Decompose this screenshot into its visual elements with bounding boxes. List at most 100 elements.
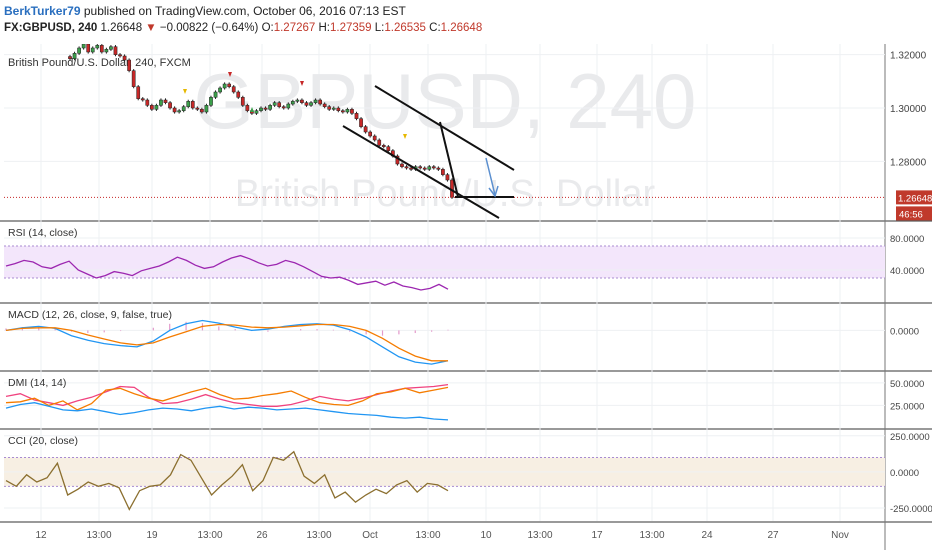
candle-body bbox=[168, 102, 172, 109]
candle-body bbox=[341, 110, 345, 113]
candle-body bbox=[313, 99, 318, 103]
low-label: L: bbox=[374, 22, 385, 34]
low-value: 1.26535 bbox=[384, 22, 426, 34]
y-tick-label: 50.0000 bbox=[890, 379, 924, 390]
candle-body bbox=[286, 103, 291, 109]
candle-body bbox=[377, 139, 382, 146]
x-tick-label: Nov bbox=[831, 530, 849, 541]
candle-body bbox=[231, 86, 236, 93]
series-line bbox=[5, 254, 449, 291]
candle-body bbox=[190, 101, 195, 109]
candle-body bbox=[345, 109, 350, 113]
candle-body bbox=[336, 107, 341, 111]
candle-body bbox=[318, 99, 322, 105]
open-value: 1.27267 bbox=[273, 22, 316, 34]
publish-line: BerkTurker79 published on TradingView.co… bbox=[4, 4, 406, 18]
chart-svg[interactable]: 12 13:00 19 13:00 26 13:00 Oct 13:00 10 13:00 17 13… bbox=[0, 42, 932, 550]
candle-body bbox=[322, 103, 327, 107]
candle-body bbox=[309, 102, 313, 106]
candle-body bbox=[95, 45, 100, 49]
x-tick-label: 13:00 bbox=[86, 530, 111, 541]
candle-body bbox=[177, 110, 181, 113]
x-tick-label: 19 bbox=[146, 530, 158, 541]
candle-body bbox=[109, 46, 113, 50]
x-tick-label: 24 bbox=[701, 530, 713, 541]
candle-body bbox=[254, 110, 259, 114]
candle-body bbox=[368, 131, 372, 137]
candle-body bbox=[200, 109, 204, 113]
countdown-label: 46:56 bbox=[899, 209, 923, 220]
y-tick-label: 40.0000 bbox=[890, 266, 924, 277]
candle-body bbox=[86, 43, 91, 53]
candle-body bbox=[140, 98, 145, 101]
open-label: O: bbox=[261, 22, 274, 34]
candle-body bbox=[350, 109, 354, 114]
y-tick-label: 1.32000 bbox=[890, 51, 927, 62]
published-text: published on TradingView.com, October 06… bbox=[83, 4, 406, 18]
candle-body bbox=[386, 146, 391, 151]
candle-body bbox=[354, 113, 359, 119]
signal-marker-icon bbox=[250, 107, 254, 112]
candle-body bbox=[77, 47, 81, 54]
x-tick-label: 13:00 bbox=[415, 530, 440, 541]
candle-body bbox=[186, 101, 191, 107]
channel-lower-line bbox=[342, 125, 500, 219]
candle-body bbox=[272, 102, 277, 106]
candle-body bbox=[304, 102, 309, 106]
price-label-box bbox=[896, 190, 932, 205]
candle-body bbox=[263, 107, 268, 110]
arrow-head-icon bbox=[488, 185, 499, 198]
y-tick-label: 80.0000 bbox=[890, 234, 924, 245]
series-line bbox=[5, 383, 449, 407]
candle-body bbox=[359, 118, 363, 127]
high-value: 1.27359 bbox=[329, 22, 372, 34]
candle-body bbox=[181, 106, 186, 111]
signal-marker-icon bbox=[300, 81, 304, 86]
candle-body bbox=[327, 106, 332, 110]
author-link[interactable]: BerkTurker79 bbox=[4, 4, 81, 18]
candle-body bbox=[131, 70, 136, 87]
watermark-name: British Pound/U.S. Dollar bbox=[235, 173, 656, 215]
candle-body bbox=[245, 105, 250, 111]
y-tick-label: 25.0000 bbox=[890, 401, 924, 412]
candle-body bbox=[300, 99, 304, 103]
down-arrow-icon: ▼ bbox=[145, 22, 157, 34]
chart-header: BerkTurker79 published on TradingView.co… bbox=[0, 0, 932, 44]
x-tick-label: 26 bbox=[256, 530, 268, 541]
candle-body bbox=[195, 107, 200, 110]
candle-body bbox=[268, 105, 272, 110]
x-tick-label: 12 bbox=[35, 530, 47, 541]
indicator-band bbox=[4, 246, 885, 278]
x-tick-label: 13:00 bbox=[527, 530, 552, 541]
candle-body bbox=[154, 105, 159, 110]
candle-body bbox=[400, 163, 404, 167]
series-line bbox=[5, 402, 449, 421]
candle-body bbox=[441, 169, 445, 175]
signal-marker-icon bbox=[403, 134, 407, 139]
x-tick-label: 17 bbox=[591, 530, 603, 541]
x-tick-label: Oct bbox=[362, 530, 378, 541]
y-tick-label: -250.0000 bbox=[890, 504, 932, 515]
candle-body bbox=[290, 101, 295, 105]
y-tick-label: 0.0000 bbox=[890, 326, 919, 337]
close-value: 1.26648 bbox=[440, 22, 483, 34]
indicator-title: RSI (14, close) bbox=[8, 227, 77, 239]
x-tick-label: 13:00 bbox=[639, 530, 664, 541]
candle-body bbox=[431, 166, 436, 169]
symbol-label[interactable]: FX:GBPUSD, 240 bbox=[4, 22, 98, 34]
candle-body bbox=[145, 99, 150, 106]
channel-upper-line bbox=[374, 85, 515, 171]
candle-body bbox=[418, 166, 423, 169]
target-arrow bbox=[485, 157, 496, 196]
candle-body bbox=[72, 53, 77, 59]
candle-body bbox=[363, 126, 368, 133]
candle-body bbox=[404, 166, 409, 169]
candle-body bbox=[136, 86, 141, 99]
series-line bbox=[5, 319, 449, 365]
chart-area[interactable]: 12 13:00 19 13:00 26 13:00 Oct 13:00 10 13:00 17 13… bbox=[0, 42, 932, 550]
series-line bbox=[5, 450, 449, 511]
candle-body bbox=[113, 46, 118, 55]
candle-body bbox=[422, 167, 427, 170]
signal-marker-icon bbox=[183, 89, 187, 94]
y-tick-label: 250.0000 bbox=[890, 432, 930, 443]
